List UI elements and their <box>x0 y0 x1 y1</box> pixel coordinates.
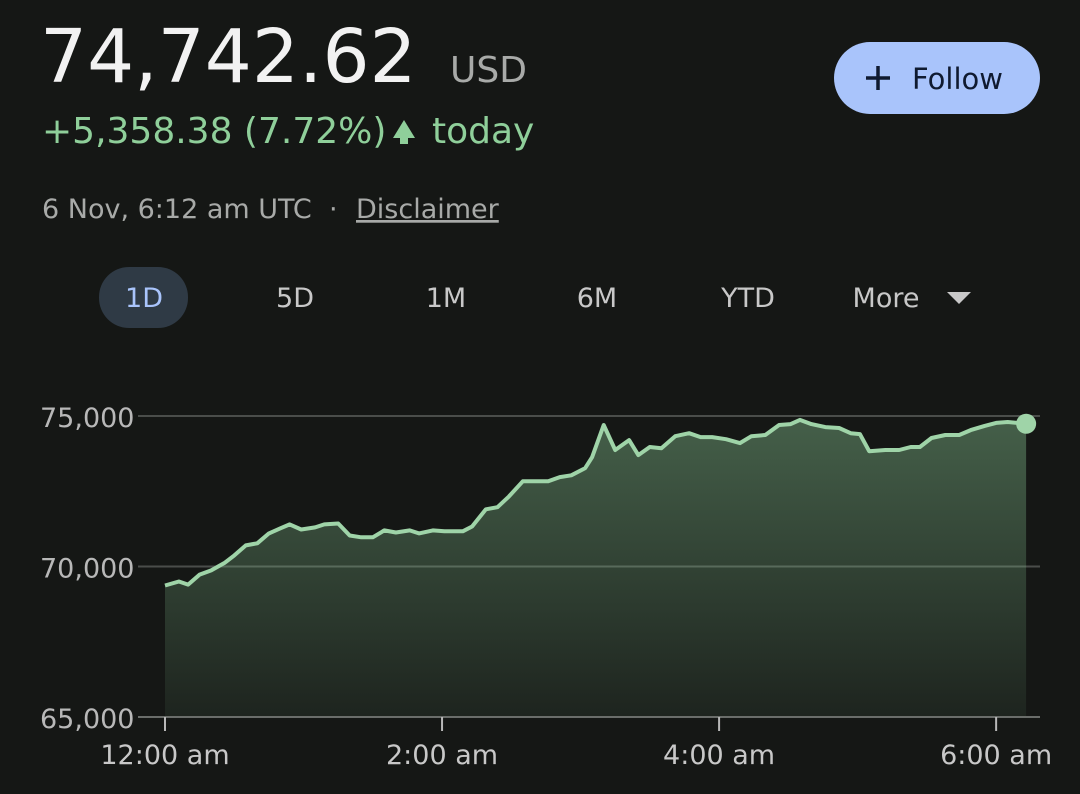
timestamp: 6 Nov, 6:12 am UTC <box>42 194 312 225</box>
x-tick-label: 2:00 am <box>386 740 498 771</box>
x-tick-label: 6:00 am <box>940 740 1052 771</box>
change: +5,358.38 (7.72%) <box>42 111 386 152</box>
currency: USD <box>450 50 527 91</box>
area <box>165 419 1027 717</box>
separator: · <box>329 194 338 225</box>
x-tick-label: 12:00 am <box>100 740 229 771</box>
tab[interactable]: 6M <box>577 283 617 314</box>
period: today <box>432 111 534 152</box>
up-arrow-icon <box>393 120 415 144</box>
tab[interactable]: More <box>853 283 920 314</box>
x-tick-label: 4:00 am <box>663 740 775 771</box>
tab[interactable]: 5D <box>276 283 314 314</box>
y-tick-label: 70,000 <box>40 554 134 585</box>
tab[interactable]: 1M <box>426 283 466 314</box>
follow-label[interactable]: Follow <box>912 62 1003 96</box>
price-line <box>164 417 1027 588</box>
follow-button-bg[interactable] <box>834 42 1040 114</box>
tab[interactable]: 1D <box>125 283 163 314</box>
plus-icon <box>866 66 890 90</box>
tab-selected-bg <box>99 267 188 328</box>
chart: 65,000 70,000 75,000 12:00 am 2:00 am 4:00 am… <box>40 403 1052 771</box>
y-tick-label: 65,000 <box>40 704 134 735</box>
follow-button[interactable]: Follow <box>834 42 1040 114</box>
price: 74,742.62 <box>40 14 417 100</box>
range-tabs: 1D 5D 1M 6M YTD More <box>99 267 971 328</box>
y-tick-label: 75,000 <box>40 403 134 434</box>
dropdown-icon <box>947 292 971 304</box>
tab[interactable]: YTD <box>720 283 775 314</box>
end-dot <box>1016 413 1037 434</box>
disclaimer-link[interactable]: Disclaimer <box>356 194 500 225</box>
